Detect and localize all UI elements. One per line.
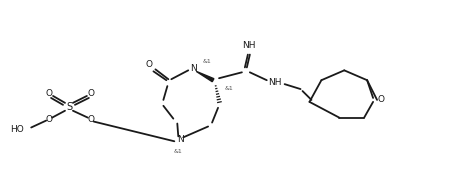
- Text: O: O: [46, 88, 53, 97]
- Text: &1: &1: [203, 59, 212, 64]
- Text: O: O: [87, 88, 94, 97]
- Text: &1: &1: [225, 86, 233, 91]
- Polygon shape: [196, 71, 214, 82]
- Text: N: N: [190, 64, 197, 73]
- Text: O: O: [377, 95, 385, 104]
- Text: O: O: [46, 115, 53, 124]
- Text: &1: &1: [174, 149, 183, 154]
- Text: S: S: [66, 102, 72, 112]
- Text: O: O: [146, 60, 153, 69]
- Text: O: O: [87, 115, 94, 124]
- Text: NH: NH: [242, 41, 256, 50]
- Text: NH: NH: [268, 78, 281, 87]
- Text: HO: HO: [10, 125, 24, 134]
- Text: N: N: [177, 135, 184, 144]
